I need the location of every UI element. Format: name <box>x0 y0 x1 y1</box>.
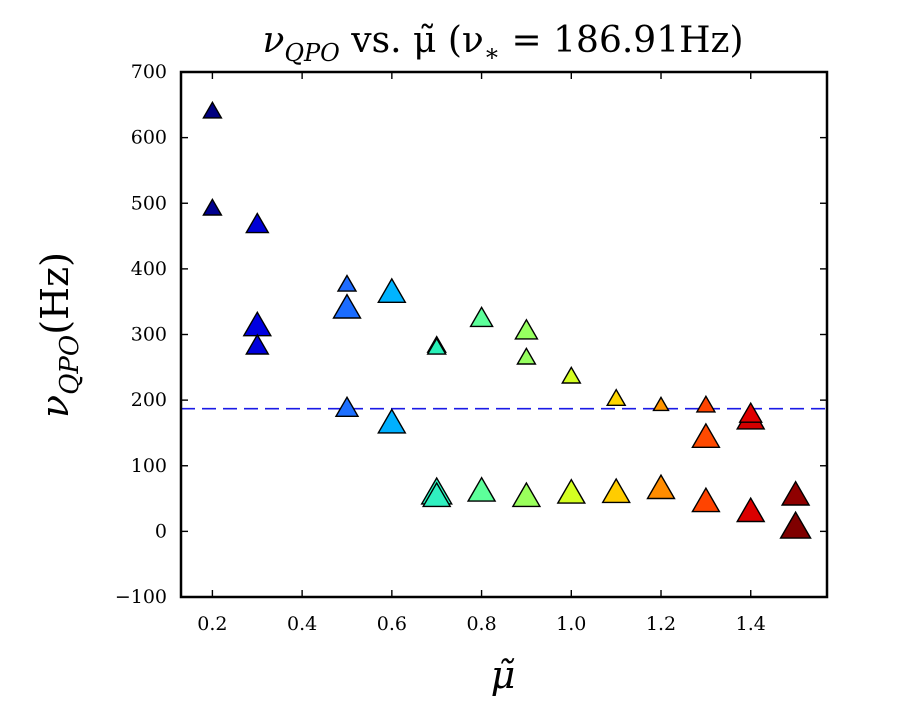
title-nu-subscript: QPO <box>284 39 340 67</box>
x-tick-label-0: 0.2 <box>197 613 227 635</box>
title-tail: = 186.91Hz) <box>500 20 743 61</box>
y-tick-label-3: 200 <box>131 389 167 411</box>
y-tick-label-7: 600 <box>131 127 167 149</box>
title-star-subscript: ∗ <box>484 39 500 67</box>
data-point-22 <box>601 477 631 504</box>
ylabel-unit: (Hz) <box>33 252 77 335</box>
title-middle: vs. μ̃ (ν <box>340 20 484 61</box>
data-points <box>202 100 812 539</box>
data-point-27 <box>691 486 721 513</box>
x-tick-label-1: 0.4 <box>287 613 317 635</box>
data-point-6 <box>332 293 362 319</box>
plot-frame <box>179 70 829 599</box>
x-tick-label-4: 1.0 <box>556 613 586 635</box>
data-point-31 <box>780 480 811 506</box>
data-point-15 <box>466 476 497 502</box>
data-point-8 <box>377 277 407 303</box>
data-point-9 <box>377 408 407 434</box>
data-point-11 <box>426 337 447 355</box>
data-point-1 <box>202 197 223 216</box>
data-point-23 <box>652 395 670 412</box>
y-tick-label-6: 500 <box>131 192 167 214</box>
y-tick-label-5: 400 <box>131 258 167 280</box>
data-point-17 <box>516 346 537 365</box>
y-tick-label-1: 0 <box>155 520 167 542</box>
data-point-0 <box>202 100 223 119</box>
data-point-25 <box>695 394 717 413</box>
data-point-26 <box>691 422 721 448</box>
data-point-16 <box>514 318 539 340</box>
axis-ticks: 0.2 0.4 0.6 0.8 1.0 1.2 1.4 −100 0 100 200 300 400 50… <box>115 61 827 635</box>
y-tick-label-8: 700 <box>131 61 167 83</box>
y-tick-label-2: 100 <box>131 455 167 477</box>
data-point-30 <box>735 496 766 523</box>
data-point-5 <box>336 274 358 292</box>
data-point-18 <box>511 481 542 508</box>
data-point-14 <box>469 306 494 328</box>
data-point-13 <box>421 481 452 508</box>
ylabel-subscript: QPO <box>55 335 85 395</box>
x-tick-label-6: 1.4 <box>736 613 766 635</box>
x-tick-label-2: 0.6 <box>377 613 407 635</box>
title-nu: ν <box>262 20 284 61</box>
plot-background <box>181 72 827 597</box>
x-tick-label-3: 0.8 <box>466 613 496 635</box>
y-axis-label: νQPO(Hz) <box>33 252 85 418</box>
plot-area <box>181 72 827 597</box>
data-point-21 <box>605 388 627 406</box>
data-point-29 <box>738 401 763 423</box>
data-point-2 <box>245 212 270 234</box>
ylabel-nu: ν <box>33 395 77 418</box>
y-tick-label-0: −100 <box>115 586 167 608</box>
data-point-4 <box>245 333 270 355</box>
data-point-19 <box>561 365 582 384</box>
chart-title: νQPO vs. μ̃ (ν∗ = 186.91Hz) <box>262 20 743 67</box>
x-tick-label-5: 1.2 <box>646 613 676 635</box>
data-point-7 <box>334 395 360 417</box>
data-point-32 <box>779 510 812 539</box>
data-point-20 <box>556 478 587 504</box>
x-axis-label: μ̃ <box>491 653 516 697</box>
y-tick-label-4: 300 <box>131 324 167 346</box>
data-point-24 <box>646 473 676 500</box>
